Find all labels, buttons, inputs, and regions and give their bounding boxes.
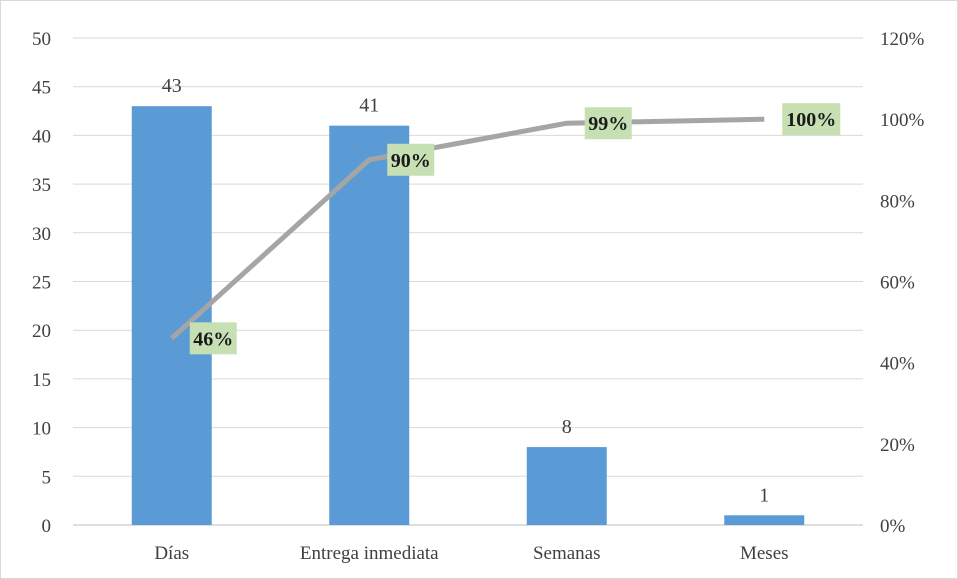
bar-value-label: 1 (759, 484, 769, 506)
line-value-label: 99% (588, 113, 628, 135)
right-tick-label: 80% (880, 191, 915, 212)
line-value-label: 90% (391, 150, 431, 172)
x-axis: Días Entrega inmediata Semanas Meses (154, 543, 788, 564)
line-label-box (584, 107, 632, 140)
line-value-label: 100% (786, 109, 836, 131)
right-axis: 0% 20% 40% 60% 80% 100% 120% (880, 29, 925, 537)
line-label-box (387, 143, 435, 176)
right-tick-label: 100% (880, 110, 925, 131)
right-tick-label: 120% (880, 29, 925, 50)
left-axis: 0 5 10 15 20 25 30 35 40 45 50 (32, 29, 51, 537)
bar-value-label: 8 (562, 416, 572, 438)
right-tick-label: 20% (880, 435, 915, 456)
right-tick-label: 0% (880, 516, 906, 537)
left-tick-label: 30 (32, 224, 51, 245)
bar-series (131, 106, 805, 526)
line-label-box (782, 103, 841, 136)
x-tick-label: Entrega inmediata (300, 543, 439, 564)
line-value-label: 46% (193, 328, 233, 350)
left-tick-label: 25 (32, 273, 51, 294)
bar (329, 125, 410, 525)
cumulative-line-series (170, 116, 765, 341)
line-label-box (189, 322, 237, 355)
left-tick-label: 0 (42, 516, 52, 537)
cumulative-line (170, 116, 765, 341)
left-tick-label: 5 (42, 467, 52, 488)
left-tick-label: 10 (32, 419, 51, 440)
x-tick-label: Días (154, 543, 189, 564)
right-tick-label: 60% (880, 273, 915, 294)
bar (526, 447, 607, 525)
left-tick-label: 20 (32, 321, 51, 342)
bar-data-labels: 43 41 8 1 (162, 75, 770, 506)
left-tick-label: 35 (32, 175, 51, 196)
left-tick-label: 45 (32, 78, 51, 99)
x-tick-label: Semanas (533, 543, 601, 564)
left-tick-label: 50 (32, 29, 51, 50)
left-tick-label: 15 (32, 370, 51, 391)
x-tick-label: Meses (740, 543, 789, 564)
bar-value-label: 41 (359, 95, 379, 117)
line-data-labels: 46% 90% 99% 100% (189, 103, 841, 355)
right-tick-label: 40% (880, 354, 915, 375)
left-tick-label: 40 (32, 126, 51, 147)
bar (724, 515, 805, 525)
bar-value-label: 43 (162, 75, 182, 97)
